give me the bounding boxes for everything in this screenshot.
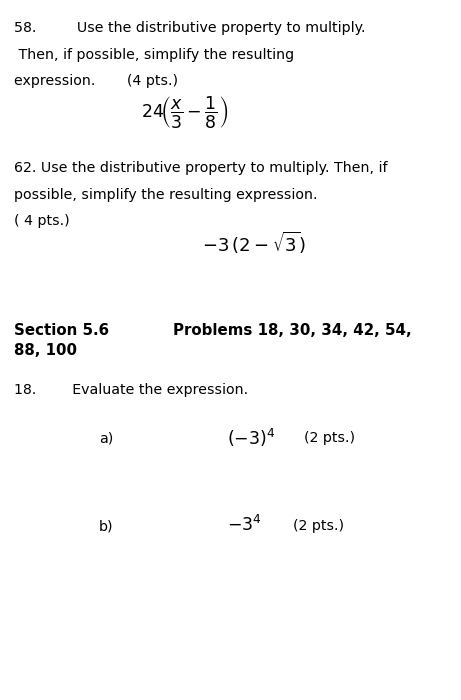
- Text: 88, 100: 88, 100: [14, 343, 77, 358]
- Text: possible, simplify the resulting expression.: possible, simplify the resulting express…: [14, 188, 317, 202]
- Text: (2 pts.): (2 pts.): [293, 519, 344, 533]
- Text: ( 4 pts.): ( 4 pts.): [14, 214, 70, 228]
- Text: expression.       (4 pts.): expression. (4 pts.): [14, 74, 178, 88]
- Text: $-3\,(2-\sqrt{3})$: $-3\,(2-\sqrt{3})$: [201, 230, 306, 256]
- Text: Then, if possible, simplify the resulting: Then, if possible, simplify the resultin…: [14, 48, 294, 62]
- Text: 58.         Use the distributive property to multiply.: 58. Use the distributive property to mul…: [14, 21, 365, 35]
- Text: a): a): [99, 431, 113, 445]
- Text: 62. Use the distributive property to multiply. Then, if: 62. Use the distributive property to mul…: [14, 161, 387, 175]
- Text: b): b): [99, 519, 113, 533]
- Text: $24\!\left(\dfrac{x}{3}-\dfrac{1}{8}\right)$: $24\!\left(\dfrac{x}{3}-\dfrac{1}{8}\rig…: [141, 94, 228, 130]
- Text: $-3^4$: $-3^4$: [227, 515, 262, 536]
- Text: $(-3)^4$: $(-3)^4$: [227, 427, 275, 449]
- Text: Problems 18, 30, 34, 42, 54,: Problems 18, 30, 34, 42, 54,: [173, 323, 412, 338]
- Text: (2 pts.): (2 pts.): [304, 431, 355, 445]
- Text: 18.        Evaluate the expression.: 18. Evaluate the expression.: [14, 383, 248, 397]
- Text: Section 5.6: Section 5.6: [14, 323, 109, 338]
